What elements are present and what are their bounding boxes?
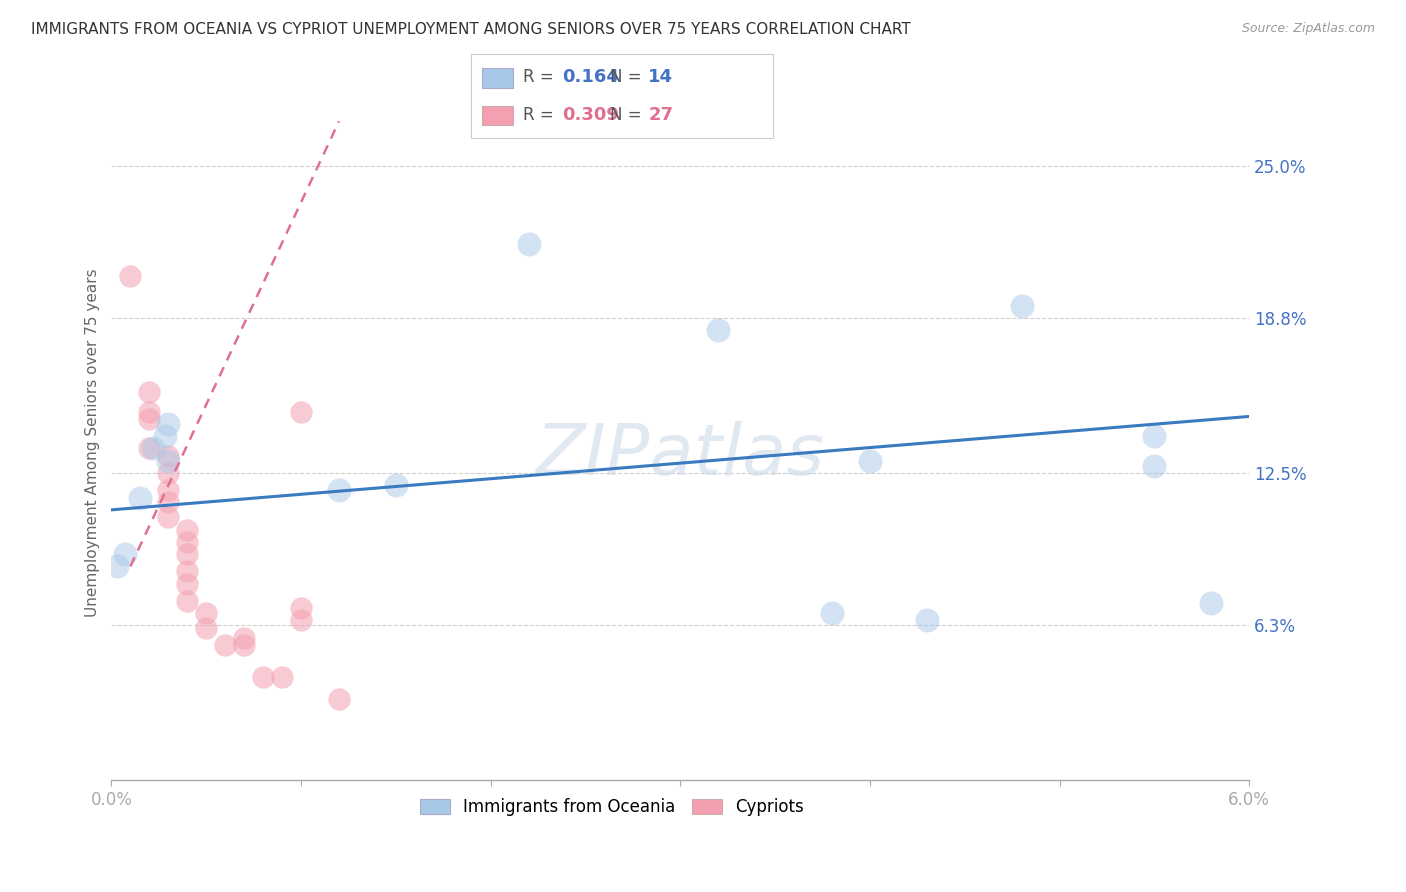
Point bbox=[517, 237, 540, 252]
Point bbox=[176, 523, 198, 537]
Point bbox=[138, 412, 160, 426]
Text: R =: R = bbox=[523, 69, 560, 87]
Point bbox=[821, 606, 844, 620]
Point bbox=[214, 638, 236, 652]
Point bbox=[138, 404, 160, 418]
Point bbox=[915, 614, 938, 628]
Point bbox=[176, 534, 198, 549]
Point bbox=[385, 478, 408, 492]
Point bbox=[1143, 429, 1166, 443]
Point bbox=[157, 483, 180, 498]
Point bbox=[290, 404, 312, 418]
Text: 27: 27 bbox=[648, 105, 673, 123]
Text: IMMIGRANTS FROM OCEANIA VS CYPRIOT UNEMPLOYMENT AMONG SENIORS OVER 75 YEARS CORR: IMMIGRANTS FROM OCEANIA VS CYPRIOT UNEMP… bbox=[31, 22, 911, 37]
Point bbox=[157, 449, 180, 463]
Point bbox=[233, 631, 256, 645]
Point bbox=[195, 606, 218, 620]
Text: 0.309: 0.309 bbox=[562, 105, 619, 123]
Point bbox=[328, 692, 350, 706]
Text: N =: N = bbox=[610, 69, 647, 87]
Point bbox=[176, 564, 198, 578]
Point bbox=[290, 601, 312, 615]
Point bbox=[233, 638, 256, 652]
Point bbox=[1011, 299, 1033, 313]
Point bbox=[271, 670, 294, 684]
Point bbox=[157, 495, 180, 509]
Text: N =: N = bbox=[610, 105, 647, 123]
Point bbox=[176, 594, 198, 608]
Text: Source: ZipAtlas.com: Source: ZipAtlas.com bbox=[1241, 22, 1375, 36]
Point bbox=[138, 384, 160, 399]
Point bbox=[195, 621, 218, 635]
Y-axis label: Unemployment Among Seniors over 75 years: Unemployment Among Seniors over 75 years bbox=[86, 268, 100, 616]
Point bbox=[120, 269, 142, 284]
Point bbox=[328, 483, 350, 498]
Point bbox=[157, 466, 180, 480]
Point bbox=[1143, 458, 1166, 473]
Text: ZIPatlas: ZIPatlas bbox=[536, 421, 825, 491]
Point bbox=[157, 510, 180, 524]
Point bbox=[707, 323, 730, 337]
Point bbox=[153, 429, 176, 443]
Point bbox=[142, 442, 165, 456]
Point bbox=[105, 559, 128, 574]
Point bbox=[128, 491, 150, 505]
Point bbox=[252, 670, 274, 684]
Legend: Immigrants from Oceania, Cypriots: Immigrants from Oceania, Cypriots bbox=[413, 791, 811, 822]
Point bbox=[176, 576, 198, 591]
Point bbox=[114, 547, 136, 561]
Point bbox=[859, 453, 882, 467]
Point bbox=[157, 453, 180, 467]
Point bbox=[176, 547, 198, 561]
Point bbox=[138, 442, 160, 456]
Point bbox=[1199, 596, 1222, 610]
Text: 0.164: 0.164 bbox=[562, 69, 619, 87]
Text: R =: R = bbox=[523, 105, 560, 123]
Point bbox=[290, 614, 312, 628]
Point bbox=[157, 417, 180, 431]
Text: 14: 14 bbox=[648, 69, 673, 87]
